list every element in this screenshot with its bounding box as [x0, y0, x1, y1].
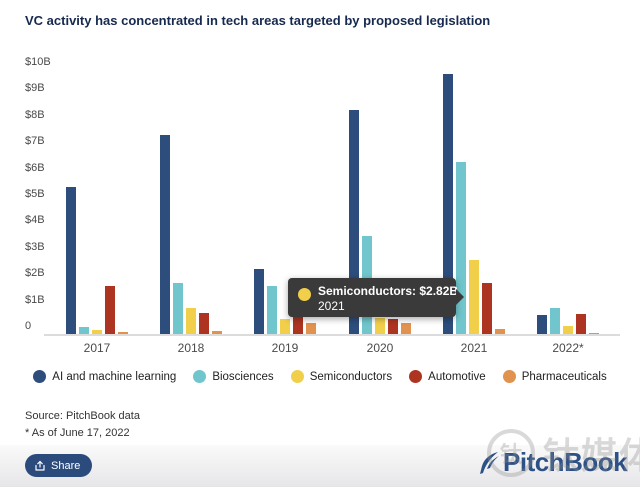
- bar-2022-semiconductors[interactable]: [563, 326, 573, 334]
- legend-item-pharmaceuticals[interactable]: Pharmaceuticals: [502, 370, 607, 383]
- y-axis-tick-10b: $10B: [25, 56, 51, 68]
- legend-dot-icon: [33, 370, 47, 383]
- y-axis-tick-8b: $8B: [25, 108, 45, 121]
- x-axis-label-2017: 2017: [83, 341, 111, 355]
- legend-item-automotive[interactable]: Automotive: [409, 370, 486, 383]
- bar-2019-biosciences[interactable]: [267, 286, 277, 334]
- bar-2021-pharmaceuticals[interactable]: [495, 329, 505, 334]
- chart-legend: AI and machine learning Biosciences Semico…: [0, 370, 640, 383]
- legend-item-ai-and-machine-learning[interactable]: AI and machine learning: [33, 370, 176, 383]
- bar-2022-automotive[interactable]: [576, 314, 586, 334]
- legend-dot-icon: [193, 370, 207, 383]
- y-axis-tick-1b: $1B: [25, 293, 45, 306]
- legend-dot-icon: [502, 370, 516, 383]
- x-axis-label-2022: 2022*: [552, 341, 584, 355]
- footer-strip: [0, 445, 640, 487]
- y-axis-tick-0: 0: [25, 320, 32, 332]
- y-axis-tick-4b: $4B: [25, 214, 45, 227]
- pitchbook-logo[interactable]: PitchBook: [478, 447, 628, 478]
- tooltip-series-dot-icon: [298, 288, 311, 301]
- bar-2019-semiconductors[interactable]: [280, 319, 290, 334]
- bar-2017-biosciences[interactable]: [79, 327, 89, 334]
- x-axis-label-2019: 2019: [271, 341, 299, 355]
- legend-label: Pharmaceuticals: [521, 370, 607, 383]
- bar-2017-semiconductors[interactable]: [92, 330, 102, 334]
- share-button[interactable]: Share: [25, 454, 93, 477]
- y-axis-tick-3b: $3B: [25, 240, 45, 253]
- bar-2017-pharmaceuticals[interactable]: [118, 332, 128, 334]
- bar-2017-ai-and-machine-learning[interactable]: [66, 187, 76, 334]
- bar-2020-pharmaceuticals[interactable]: [401, 323, 411, 334]
- bar-2022-biosciences[interactable]: [550, 308, 560, 334]
- legend-label: Biosciences: [212, 370, 274, 383]
- bar-2020-semiconductors[interactable]: [375, 318, 385, 334]
- bar-2020-automotive[interactable]: [388, 319, 398, 334]
- source-line: Source: PitchBook data: [25, 410, 140, 422]
- bar-2022-ai-and-machine-learning[interactable]: [537, 315, 547, 334]
- y-axis-tick-7b: $7B: [25, 135, 45, 148]
- legend-label: Semiconductors: [309, 370, 393, 383]
- legend-dot-icon: [409, 370, 423, 383]
- bar-2021-automotive[interactable]: [482, 283, 492, 334]
- legend-label: Automotive: [428, 370, 486, 383]
- bar-2018-biosciences[interactable]: [173, 283, 183, 334]
- y-axis-tick-9b: $9B: [25, 82, 45, 95]
- y-axis-tick-5b: $5B: [25, 188, 45, 200]
- legend-item-semiconductors[interactable]: Semiconductors: [290, 370, 393, 383]
- bar-2018-semiconductors[interactable]: [186, 308, 196, 334]
- share-icon: [34, 460, 46, 472]
- bar-2018-automotive[interactable]: [199, 313, 209, 334]
- bar-2019-ai-and-machine-learning[interactable]: [254, 269, 264, 334]
- x-axis-label-2018: 2018: [177, 341, 205, 355]
- legend-label: AI and machine learning: [52, 370, 177, 383]
- legend-dot-icon: [290, 370, 304, 383]
- legend-item-biosciences[interactable]: Biosciences: [193, 370, 274, 383]
- bar-chart-plot: $10B $9B $8B $7B $6B $5B $4B $3B $2B $1B 0 2017 2018…: [25, 56, 620, 355]
- bar-2021-biosciences[interactable]: [456, 162, 466, 334]
- tooltip-year-text: 2021: [318, 299, 345, 313]
- tooltip-value-text: Semiconductors: $2.82B: [318, 284, 459, 298]
- bar-2018-ai-and-machine-learning[interactable]: [160, 135, 170, 334]
- bar-2019-pharmaceuticals[interactable]: [306, 323, 316, 334]
- x-axis-line: [44, 334, 620, 336]
- x-axis-label-2021: 2021: [460, 341, 488, 355]
- pitchbook-wordmark: PitchBook: [503, 447, 628, 477]
- chart-tooltip: Semiconductors: $2.82B 2021: [288, 278, 464, 317]
- bar-2021-semiconductors[interactable]: [469, 260, 479, 334]
- tooltip-pointer-icon: [456, 289, 464, 305]
- bar-2019-automotive[interactable]: [293, 314, 303, 334]
- bar-2018-pharmaceuticals[interactable]: [212, 331, 222, 334]
- source-note: Source: PitchBook data * As of June 17, …: [25, 408, 140, 442]
- share-button-label: Share: [51, 459, 81, 472]
- y-axis-tick-2b: $2B: [25, 267, 45, 280]
- bar-2022-pharmaceuticals[interactable]: [589, 333, 599, 334]
- bar-2020-ai-and-machine-learning[interactable]: [349, 110, 359, 334]
- bar-2021-ai-and-machine-learning[interactable]: [443, 74, 453, 334]
- bar-2017-automotive[interactable]: [105, 286, 115, 334]
- asof-line: * As of June 17, 2022: [25, 427, 130, 439]
- pitchbook-leaf-icon: [478, 450, 500, 476]
- chart-title: VC activity has concentrated in tech are…: [25, 13, 491, 28]
- x-axis-label-2020: 2020: [366, 341, 394, 355]
- y-axis-tick-6b: $6B: [25, 161, 45, 174]
